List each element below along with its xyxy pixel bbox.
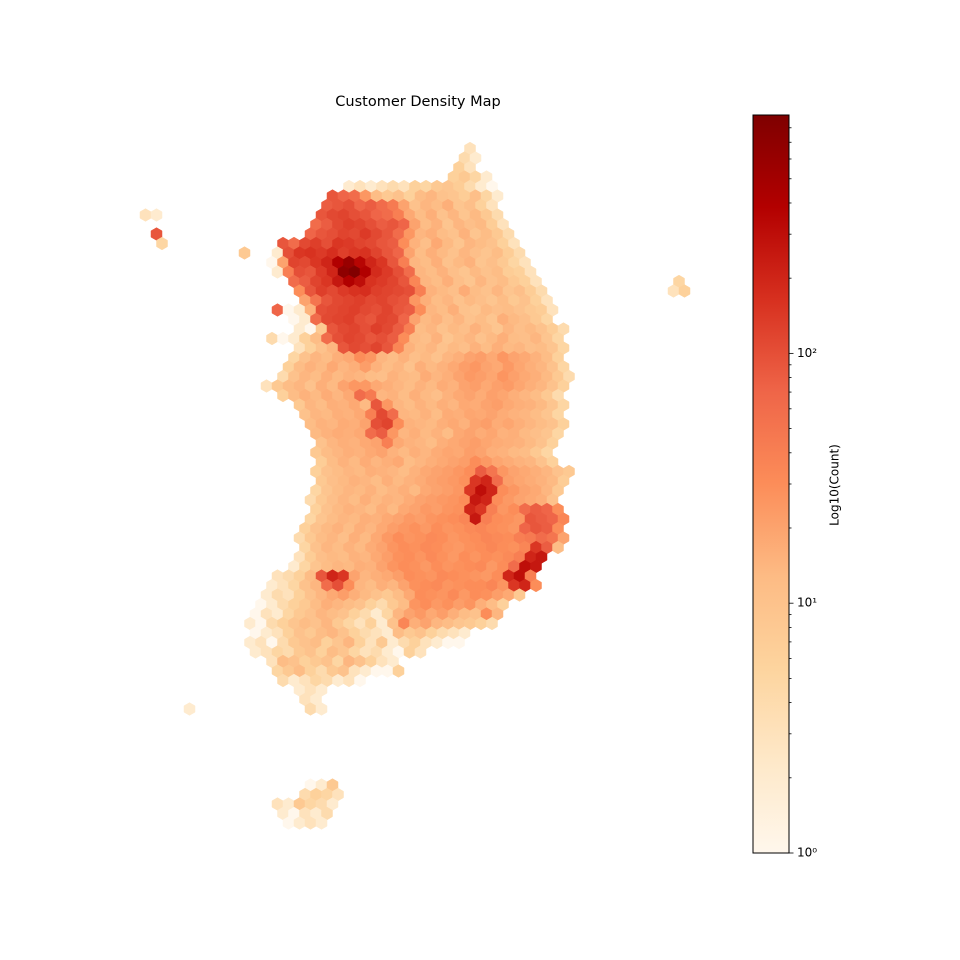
hex-cell bbox=[392, 664, 405, 678]
hex-cell bbox=[414, 645, 427, 659]
hex-cell bbox=[315, 816, 328, 830]
hex-cell bbox=[315, 702, 328, 716]
hex-cell bbox=[552, 540, 564, 555]
hex-cell bbox=[156, 236, 168, 251]
colorbar-label: Log10(Count) bbox=[828, 444, 842, 526]
colorbar-gradient bbox=[753, 115, 789, 853]
hex-cell bbox=[513, 588, 526, 602]
hex-cell bbox=[238, 246, 251, 260]
hex-cell bbox=[183, 702, 196, 716]
hex-cell bbox=[150, 208, 163, 222]
colorbar-tick-label: 10⁰ bbox=[797, 846, 817, 860]
hex-cell bbox=[354, 673, 366, 688]
colorbar-tick-label: 10² bbox=[797, 346, 817, 360]
hex-cell bbox=[486, 616, 498, 631]
colorbar: 10⁰ 10¹ 10² bbox=[752, 114, 817, 860]
colorbar-tick-label: 10¹ bbox=[797, 596, 817, 610]
hexbin-plot bbox=[139, 141, 691, 830]
hex-cell bbox=[453, 635, 465, 650]
hex-cell bbox=[530, 578, 542, 593]
chart-title: Customer Density Map bbox=[335, 94, 500, 110]
hex-cell bbox=[678, 284, 691, 298]
